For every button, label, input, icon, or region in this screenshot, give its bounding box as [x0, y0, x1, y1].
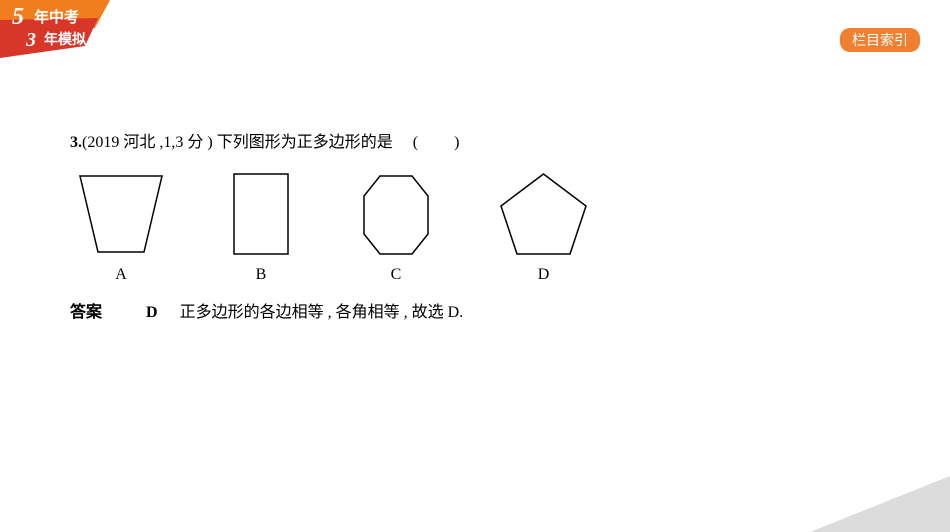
trapezoid-icon	[76, 170, 166, 260]
answer-explanation: 正多边形的各边相等 , 各角相等 , 故选 D.	[180, 304, 464, 321]
question-source-region: 河北	[123, 134, 155, 151]
index-badge-label: 栏目索引	[852, 32, 908, 48]
answer-line: 答案 D 正多边形的各边相等 , 各角相等 , 故选 D.	[70, 298, 880, 322]
rectangle-icon	[226, 170, 296, 260]
question-source-close: )	[207, 134, 212, 151]
pentagon-icon	[496, 170, 591, 260]
logo-text-2: 年模拟	[44, 31, 86, 48]
question-source-detail: ,1,3	[159, 134, 183, 151]
question-source-unit: 分	[187, 134, 203, 151]
question-text: 3.(2019 河北 ,1,3 分 ) 下列图形为正多边形的是 ( )	[70, 128, 880, 152]
option-b-label: B	[226, 266, 296, 284]
question-stem: 下列图形为正多边形的是	[217, 134, 393, 151]
answer-label: 答案	[70, 304, 102, 321]
option-a: A	[76, 170, 166, 284]
paren-close: )	[454, 134, 459, 151]
paren-open: (	[413, 134, 418, 151]
option-d-label: D	[496, 266, 591, 284]
question-number: 3.	[70, 134, 82, 151]
options-row: A B C D	[70, 170, 880, 284]
octagon-icon	[356, 170, 436, 260]
answer-choice: D	[146, 304, 158, 321]
corner-decoration	[810, 476, 950, 532]
option-a-label: A	[76, 266, 166, 284]
logo-text-1: 年中考	[34, 8, 79, 26]
series-logo: 5 年中考 3 年模拟	[0, 0, 120, 60]
option-c: C	[356, 170, 436, 284]
option-d: D	[496, 170, 591, 284]
option-b: B	[226, 170, 296, 284]
logo-num-3: 3	[25, 29, 36, 51]
option-c-label: C	[356, 266, 436, 284]
logo-num-5: 5	[12, 4, 24, 30]
index-badge[interactable]: 栏目索引	[840, 28, 920, 52]
question-source-prefix: (2019	[82, 134, 119, 151]
question-block: 3.(2019 河北 ,1,3 分 ) 下列图形为正多边形的是 ( ) A B	[70, 128, 880, 322]
